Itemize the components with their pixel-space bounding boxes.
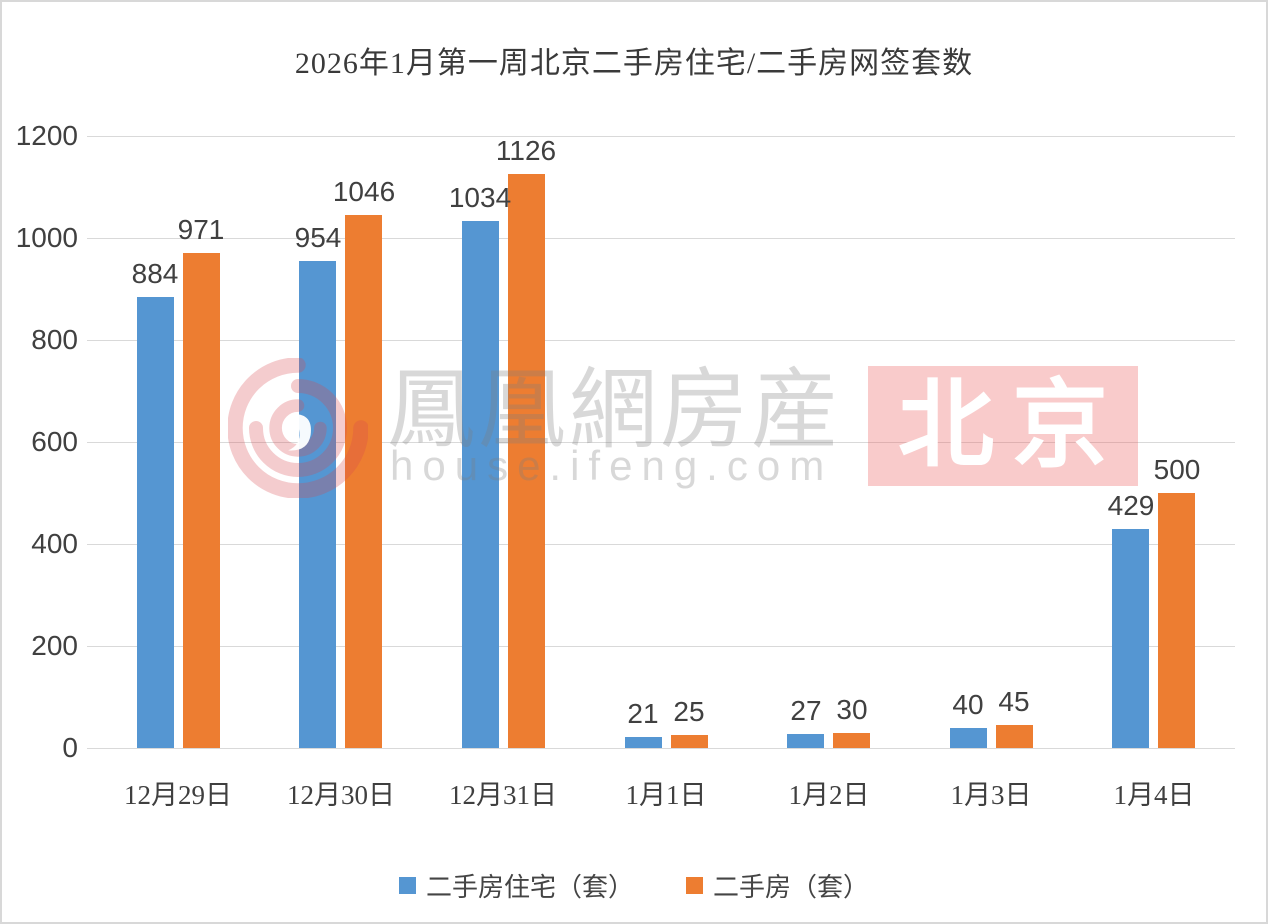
bar-value-label: 1034 [448,182,512,213]
gridline [87,238,1235,239]
bar [671,735,708,748]
gridline [87,442,1235,443]
x-axis-label: 1月1日 [625,780,707,810]
bar-value-label: 21 [627,698,659,729]
y-axis-tick-label: 600 [31,426,78,457]
bar-value-label: 25 [673,696,705,727]
x-axis-label: 1月2日 [788,780,870,810]
watermark-city-badge: 北京 [868,366,1138,486]
bar [787,734,824,748]
bar [996,725,1033,748]
bar-value-label: 429 [1107,490,1155,521]
x-axis-label: 12月29日 [124,780,232,810]
bar [183,253,220,748]
chart-legend: 二手房住宅（套） 二手房（套） [2,860,1266,910]
gridline [87,748,1235,749]
bar [299,261,336,748]
legend-item: 二手房住宅（套） [398,867,634,904]
x-axis-label: 1月3日 [950,780,1032,810]
y-axis-tick-label: 1000 [15,222,78,253]
bar-value-label: 954 [294,222,342,253]
bar [1112,529,1149,748]
gridline [87,340,1235,341]
legend-label: 二手房住宅（套） [425,872,634,902]
legend-swatch [686,876,703,894]
y-axis-tick-label: 200 [31,630,78,661]
bar [1158,493,1195,748]
bar [345,215,382,748]
legend-item: 二手房（套） [686,867,869,904]
gridline [87,544,1235,545]
y-axis-tick-label: 400 [31,528,78,559]
bar [137,297,174,748]
y-axis-tick-label: 800 [31,324,78,355]
watermark-city-text: 北京 [898,372,1126,479]
watermark-brand-text: 鳳凰網房産 [387,363,843,460]
gridline [87,136,1235,137]
bar-value-label: 1046 [332,176,396,207]
x-axis-label: 12月31日 [449,780,557,810]
bar [833,733,870,748]
bar-value-label: 500 [1153,454,1201,485]
bar [625,737,662,748]
y-axis-tick-label: 0 [62,732,78,763]
legend-label: 二手房（套） [713,872,870,902]
bar-value-label: 40 [952,689,984,720]
x-axis-label: 1月4日 [1113,780,1195,810]
gridline [87,646,1235,647]
x-axis-label: 12月30日 [287,780,395,810]
bar [462,221,499,748]
bar-value-label: 30 [836,694,868,725]
bar-value-label: 27 [790,695,822,726]
bar-value-label: 1126 [495,135,557,166]
bar-value-label: 45 [998,686,1030,717]
bar-value-label: 971 [177,214,225,245]
y-axis-tick-label: 1200 [15,120,78,151]
chart-title: 2026年1月第一周北京二手房住宅/二手房网签套数 [294,47,974,80]
legend-swatch [398,876,416,894]
bar-value-label: 884 [131,258,179,289]
bar [950,728,987,748]
bar [508,174,545,748]
watermark-url-text: house.ifeng.com [390,442,834,489]
